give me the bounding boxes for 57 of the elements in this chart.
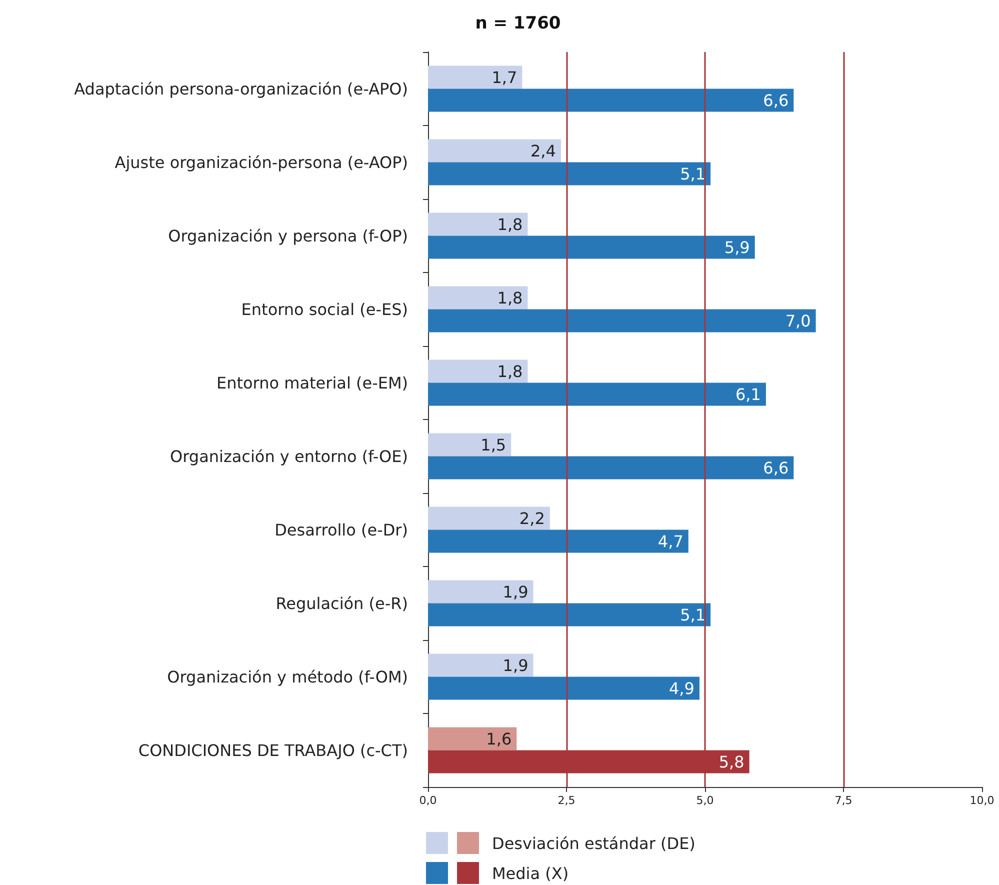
- bar: [428, 456, 794, 480]
- data-label: 4,9: [669, 678, 694, 698]
- data-label: 5,9: [724, 238, 750, 257]
- legend-label: Desviación estándar (DE): [492, 834, 696, 852]
- bar: [428, 580, 534, 604]
- data-label: 1,8: [497, 214, 523, 234]
- bar: [428, 530, 688, 553]
- data-label: 2,4: [530, 141, 556, 160]
- x-tick-label: 10,0: [970, 794, 994, 807]
- y-tick-label: Adaptación persona-organización (e-APO): [74, 79, 408, 98]
- y-tick-label: Organización y entorno (f-OE): [170, 446, 408, 466]
- data-label: 1,5: [480, 435, 506, 454]
- data-label: 7,0: [785, 311, 811, 330]
- y-tick-label: Organización y persona (f-OP): [168, 226, 408, 246]
- y-tick-label: Entorno social (e-ES): [241, 300, 408, 319]
- legend-label: Media (X): [492, 864, 569, 882]
- x-tick-label: 2,5: [558, 794, 576, 807]
- x-tick-label: 0,0: [419, 794, 437, 807]
- data-label: 1,8: [497, 288, 523, 308]
- y-tick-label: Desarrollo (e-Dr): [274, 520, 408, 540]
- bar: [428, 162, 711, 186]
- bar: [428, 506, 550, 530]
- bar: [428, 603, 711, 626]
- bar: [428, 88, 794, 112]
- data-label: 1,9: [502, 656, 528, 675]
- bar: [428, 236, 755, 259]
- data-label: 4,7: [658, 532, 684, 551]
- data-label: 2,2: [519, 508, 545, 528]
- bar: [428, 727, 517, 750]
- x-tick-label: 5,0: [696, 794, 714, 807]
- y-tick-label: Ajuste organización-persona (e-AOP): [114, 152, 408, 172]
- bar: [428, 66, 522, 89]
- data-label: 5,1: [680, 164, 706, 184]
- data-label: 6,6: [763, 90, 789, 110]
- y-tick-label: Regulación (e-R): [276, 594, 408, 613]
- data-label: 6,6: [763, 458, 789, 478]
- y-tick-label: CONDICIONES DE TRABAJO (c-CT): [138, 740, 408, 760]
- x-tick-label: 7,5: [834, 794, 852, 807]
- data-label: 1,7: [492, 68, 518, 87]
- data-label: 1,6: [486, 729, 512, 748]
- bar: [428, 139, 561, 162]
- chart-title: n = 1760: [475, 14, 561, 34]
- data-label: 1,9: [502, 582, 528, 602]
- y-tick-label: Entorno material (e-EM): [216, 373, 408, 392]
- data-label: 5,1: [680, 605, 706, 624]
- data-label: 5,8: [718, 752, 744, 772]
- bar: [428, 286, 528, 310]
- data-label: 6,1: [735, 384, 761, 404]
- data-label: 1,8: [497, 362, 523, 381]
- bar: [428, 360, 528, 383]
- bar: [428, 212, 528, 236]
- bar: [428, 382, 766, 406]
- bar: [428, 654, 534, 677]
- bar: [428, 433, 512, 456]
- y-tick-label: Organización y método (f-OM): [167, 667, 408, 686]
- bar: [428, 309, 816, 332]
- bar: [428, 676, 700, 700]
